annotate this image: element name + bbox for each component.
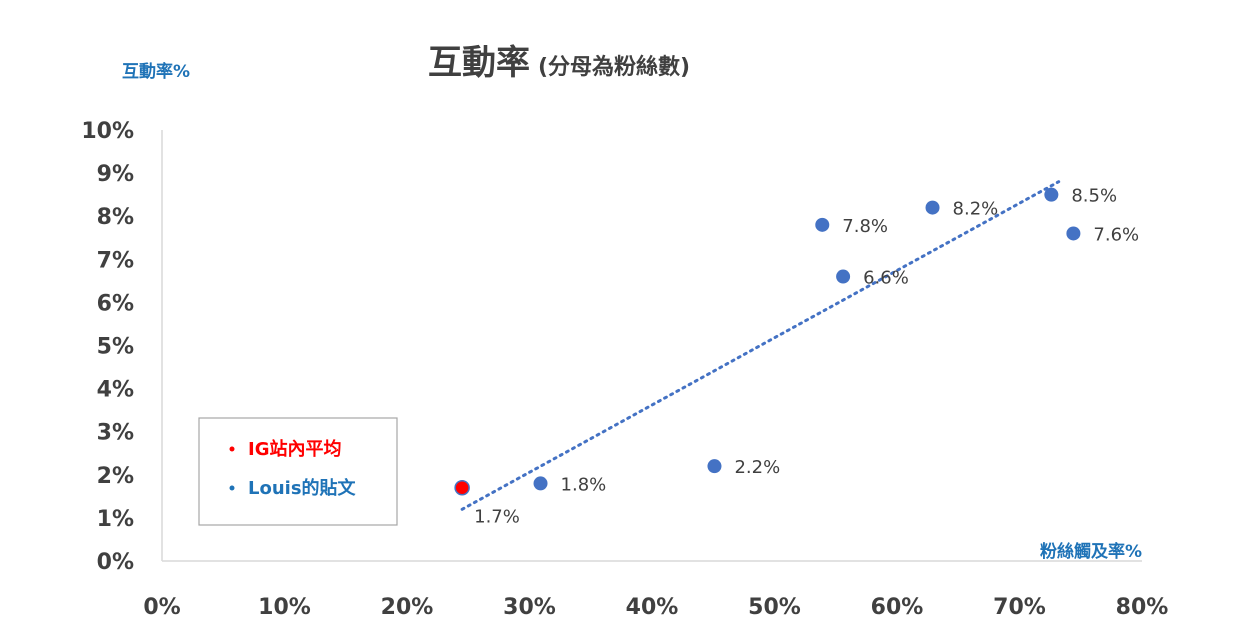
data-label: 1.7%	[474, 507, 520, 528]
legend-bullet-louis-posts	[229, 485, 235, 491]
y-tick-label: 0%	[97, 550, 134, 575]
y-tick-label: 7%	[97, 248, 134, 273]
data-labels: 1.7% 1.8% 2.2% 7.8% 6.6% 8.2% 8.5% 7.6%	[474, 186, 1139, 528]
y-tick-label: 4%	[97, 378, 134, 403]
data-point-louis-post	[1066, 226, 1081, 241]
data-point-louis-post	[815, 217, 830, 232]
legend-label-ig-average: IG站內平均	[248, 438, 341, 460]
data-point-louis-post	[836, 269, 851, 284]
x-axis-title: 粉絲觸及率%	[1040, 541, 1142, 562]
data-label: 7.6%	[1093, 224, 1139, 245]
x-tick-label: 70%	[993, 595, 1046, 620]
legend-bullet-ig-average	[229, 446, 235, 452]
x-tick-label: 20%	[381, 595, 434, 620]
y-tick-label: 6%	[97, 291, 134, 316]
legend: IG站內平均 Louis的貼文	[198, 417, 398, 526]
legend-box	[198, 417, 398, 526]
trendline-group	[460, 180, 1061, 511]
data-point-louis-post	[707, 459, 722, 474]
data-label: 7.8%	[842, 216, 888, 237]
chart-title: 互動率	[428, 43, 530, 83]
x-tick-labels: 0% 10% 20% 30% 40% 50% 60% 70% 80%	[143, 595, 1168, 620]
y-tick-label: 3%	[97, 421, 134, 446]
y-tick-label: 10%	[81, 119, 134, 144]
x-tick-label: 30%	[503, 595, 556, 620]
x-tick-label: 80%	[1116, 595, 1169, 620]
y-tick-label: 5%	[97, 335, 134, 360]
data-label: 8.5%	[1071, 186, 1117, 207]
y-tick-labels: 0% 1% 2% 3% 4% 5% 6% 7% 8% 9% 10%	[81, 119, 134, 575]
data-label: 6.6%	[863, 268, 909, 289]
data-point-ig-average	[454, 479, 470, 496]
trendline	[460, 180, 1061, 511]
x-tick-label: 40%	[626, 595, 679, 620]
data-point-louis-post	[533, 476, 548, 491]
y-axis-title: 互動率%	[122, 61, 190, 82]
y-tick-label: 8%	[97, 205, 134, 230]
x-tick-label: 60%	[871, 595, 924, 620]
legend-label-louis-posts: Louis的貼文	[248, 477, 357, 499]
y-tick-label: 9%	[97, 162, 134, 187]
data-point-louis-post	[925, 200, 940, 215]
x-tick-label: 50%	[748, 595, 801, 620]
data-label: 2.2%	[734, 457, 780, 478]
data-label: 1.8%	[561, 474, 607, 495]
y-tick-label: 1%	[97, 507, 134, 532]
y-tick-label: 2%	[97, 464, 134, 489]
chart-subtitle: (分母為粉絲數)	[538, 54, 690, 80]
x-tick-label: 0%	[143, 595, 180, 620]
axes	[161, 130, 1142, 562]
data-points	[454, 187, 1081, 496]
data-point-louis-post	[1044, 187, 1059, 202]
x-tick-label: 10%	[258, 595, 311, 620]
data-label: 8.2%	[953, 199, 999, 220]
